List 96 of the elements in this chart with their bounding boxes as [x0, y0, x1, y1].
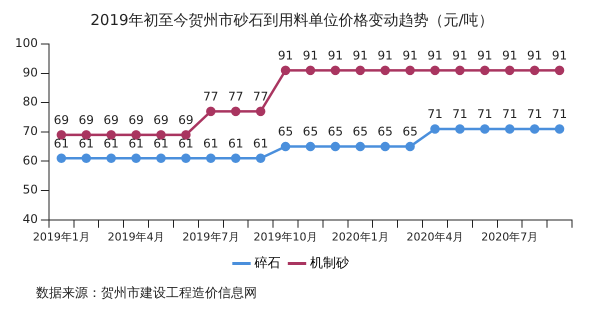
x-tick-label: 2019年7月: [182, 230, 240, 244]
data-label: 69: [104, 112, 119, 127]
x-tick-label: 2019年1月: [32, 230, 90, 244]
data-label: 61: [178, 136, 194, 150]
data-label: 65: [278, 124, 294, 139]
data-label: 69: [153, 112, 169, 127]
data-label: 91: [302, 48, 318, 62]
point: [330, 66, 340, 76]
x-tick-label: 2020年7月: [481, 230, 538, 244]
data-label: 69: [178, 112, 194, 127]
data-label: 77: [203, 90, 218, 104]
point: [280, 142, 290, 152]
source-note: 数据来源：贺州市建设工程造价信息网: [35, 285, 258, 302]
y-tick-label: 40: [22, 212, 38, 226]
point: [430, 124, 440, 134]
data-label: 65: [402, 124, 418, 139]
point: [405, 142, 415, 152]
data-label: 91: [278, 48, 294, 62]
y-tick-label: 90: [22, 65, 38, 80]
data-label: 91: [452, 48, 468, 62]
point: [280, 66, 290, 76]
point: [306, 66, 316, 76]
point: [405, 66, 415, 76]
data-label: 71: [552, 107, 568, 122]
point: [380, 66, 390, 76]
x-tick-label: 2020年4月: [406, 230, 464, 244]
point: [206, 154, 216, 164]
data-label: 61: [153, 136, 169, 150]
data-label: 91: [328, 48, 343, 62]
point: [230, 154, 240, 164]
data-label: 61: [54, 136, 69, 150]
data-label: 71: [427, 107, 443, 122]
legend-label: 碎石: [254, 256, 280, 271]
point: [455, 66, 465, 76]
data-label: 71: [452, 107, 468, 122]
point: [530, 124, 540, 134]
data-label: 65: [378, 124, 393, 139]
data-label: 69: [54, 112, 69, 127]
point: [356, 66, 366, 76]
point: [256, 154, 266, 164]
y-tick-label: 70: [22, 124, 38, 138]
data-label: 65: [302, 124, 318, 139]
point: [256, 106, 266, 116]
data-label: 61: [128, 136, 144, 150]
data-label: 69: [78, 112, 94, 127]
data-label: 71: [502, 107, 518, 122]
point: [330, 142, 340, 152]
legend-label: 机制砂: [310, 256, 349, 271]
data-label: 61: [252, 136, 268, 150]
data-label: 65: [352, 124, 368, 139]
data-label: 61: [104, 136, 119, 150]
point: [82, 154, 92, 164]
point: [131, 154, 141, 164]
data-label: 91: [502, 48, 518, 62]
point: [106, 154, 116, 164]
point: [554, 124, 564, 134]
data-label: 61: [228, 136, 244, 150]
x-tick-label: 2019年10月: [254, 230, 318, 244]
point: [480, 66, 490, 76]
data-label: 91: [427, 48, 443, 62]
point: [206, 106, 216, 116]
point: [306, 142, 316, 152]
data-label: 77: [252, 90, 268, 104]
point: [181, 154, 191, 164]
point: [455, 124, 465, 134]
chart-title: 2019年初至今贺州市砂石到用料单位价格变动趋势（元/吨）: [90, 10, 494, 29]
data-label: 69: [128, 112, 144, 127]
data-label: 61: [203, 136, 218, 150]
y-tick-label: 100: [15, 36, 38, 50]
data-label: 91: [526, 48, 542, 62]
point: [230, 106, 240, 116]
data-label: 91: [477, 48, 492, 62]
y-tick-label: 80: [22, 94, 38, 109]
data-label: 77: [228, 90, 244, 104]
point: [504, 66, 514, 76]
point: [380, 142, 390, 152]
data-label: 91: [402, 48, 418, 62]
point: [56, 154, 66, 164]
point: [356, 142, 366, 152]
y-tick-label: 50: [22, 182, 38, 197]
data-label: 71: [477, 107, 492, 122]
point: [430, 66, 440, 76]
point: [530, 66, 540, 76]
data-label: 61: [78, 136, 94, 150]
data-label: 71: [526, 107, 542, 122]
x-tick-label: 2019年4月: [108, 230, 165, 244]
x-tick-label: 2020年1月: [332, 230, 389, 244]
point: [480, 124, 490, 134]
data-label: 65: [328, 124, 343, 139]
point: [554, 66, 564, 76]
data-label: 91: [552, 48, 568, 62]
data-label: 91: [378, 48, 393, 62]
point: [156, 154, 166, 164]
y-tick-label: 60: [22, 153, 38, 168]
data-label: 91: [352, 48, 368, 62]
point: [504, 124, 514, 134]
